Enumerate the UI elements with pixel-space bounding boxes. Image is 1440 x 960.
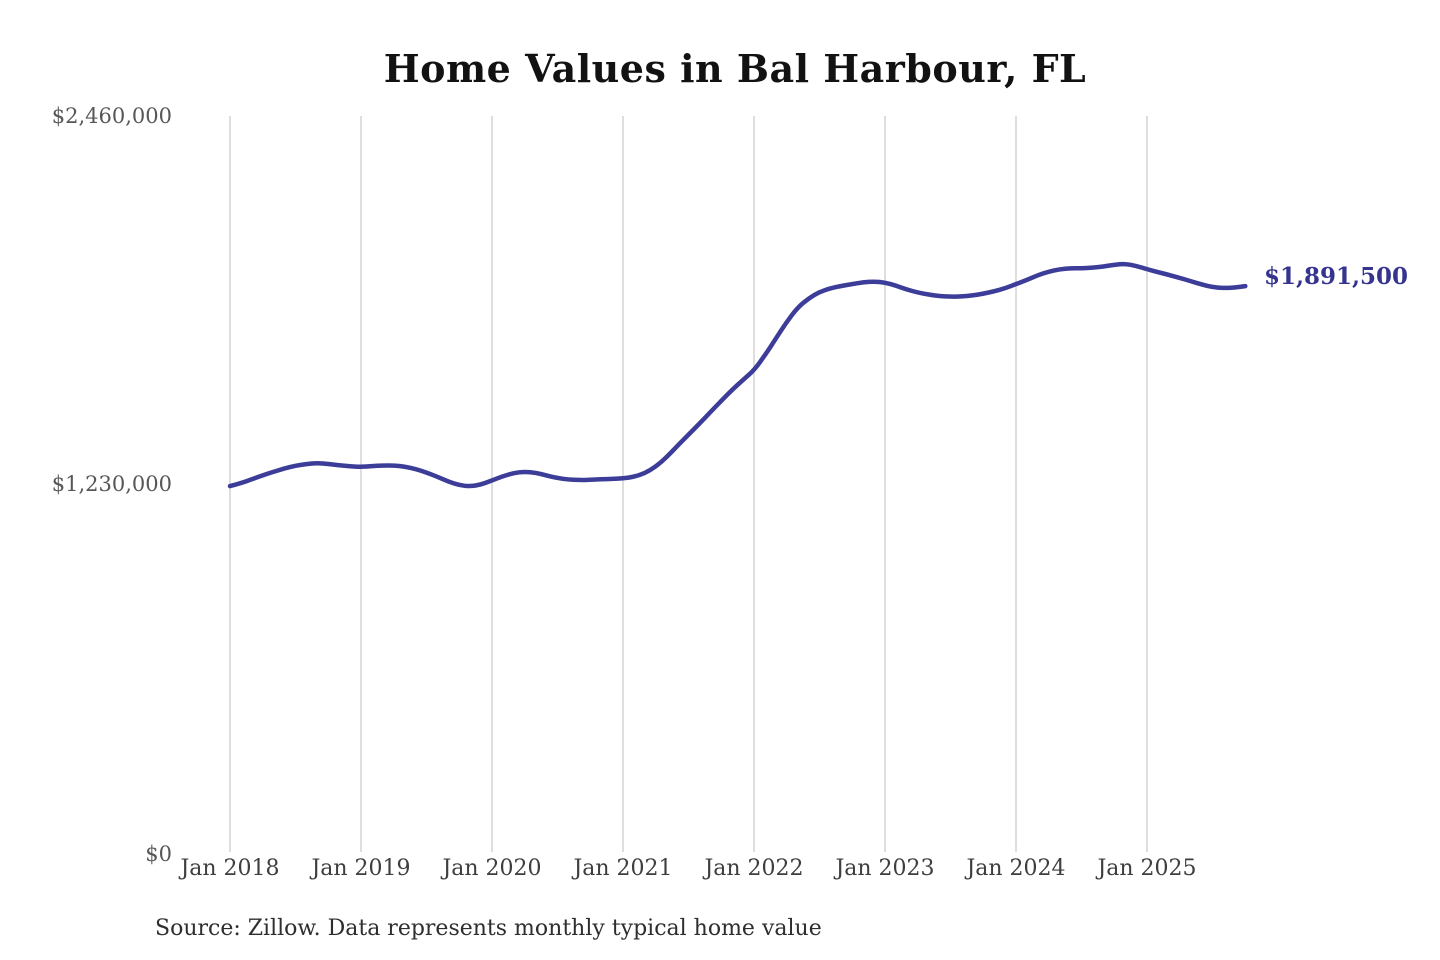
home-value-line <box>227 261 1248 489</box>
x-axis-tick-2023: Jan 2023 <box>835 856 935 881</box>
x-axis-tick-2024: Jan 2024 <box>966 856 1066 881</box>
y-axis-tick-mid: $1,230,000 <box>51 472 172 496</box>
source-attribution: Source: Zillow. Data represents monthly … <box>155 916 822 941</box>
chart-title: Home Values in Bal Harbour, FL <box>383 46 1087 91</box>
x-axis-tick-2021: Jan 2021 <box>573 856 673 881</box>
x-axis-tick-2019: Jan 2019 <box>311 856 411 881</box>
x-axis-tick-2022: Jan 2022 <box>704 856 804 881</box>
x-axis-tick-2020: Jan 2020 <box>442 856 542 881</box>
latest-value-callout: $1,891,500 <box>1264 263 1409 290</box>
x-axis-tick-2025: Jan 2025 <box>1097 856 1197 881</box>
y-axis-tick-max: $2,460,000 <box>51 104 172 128</box>
x-axis-tick-2018: Jan 2018 <box>180 856 280 881</box>
y-axis-tick-zero: $0 <box>145 842 172 866</box>
